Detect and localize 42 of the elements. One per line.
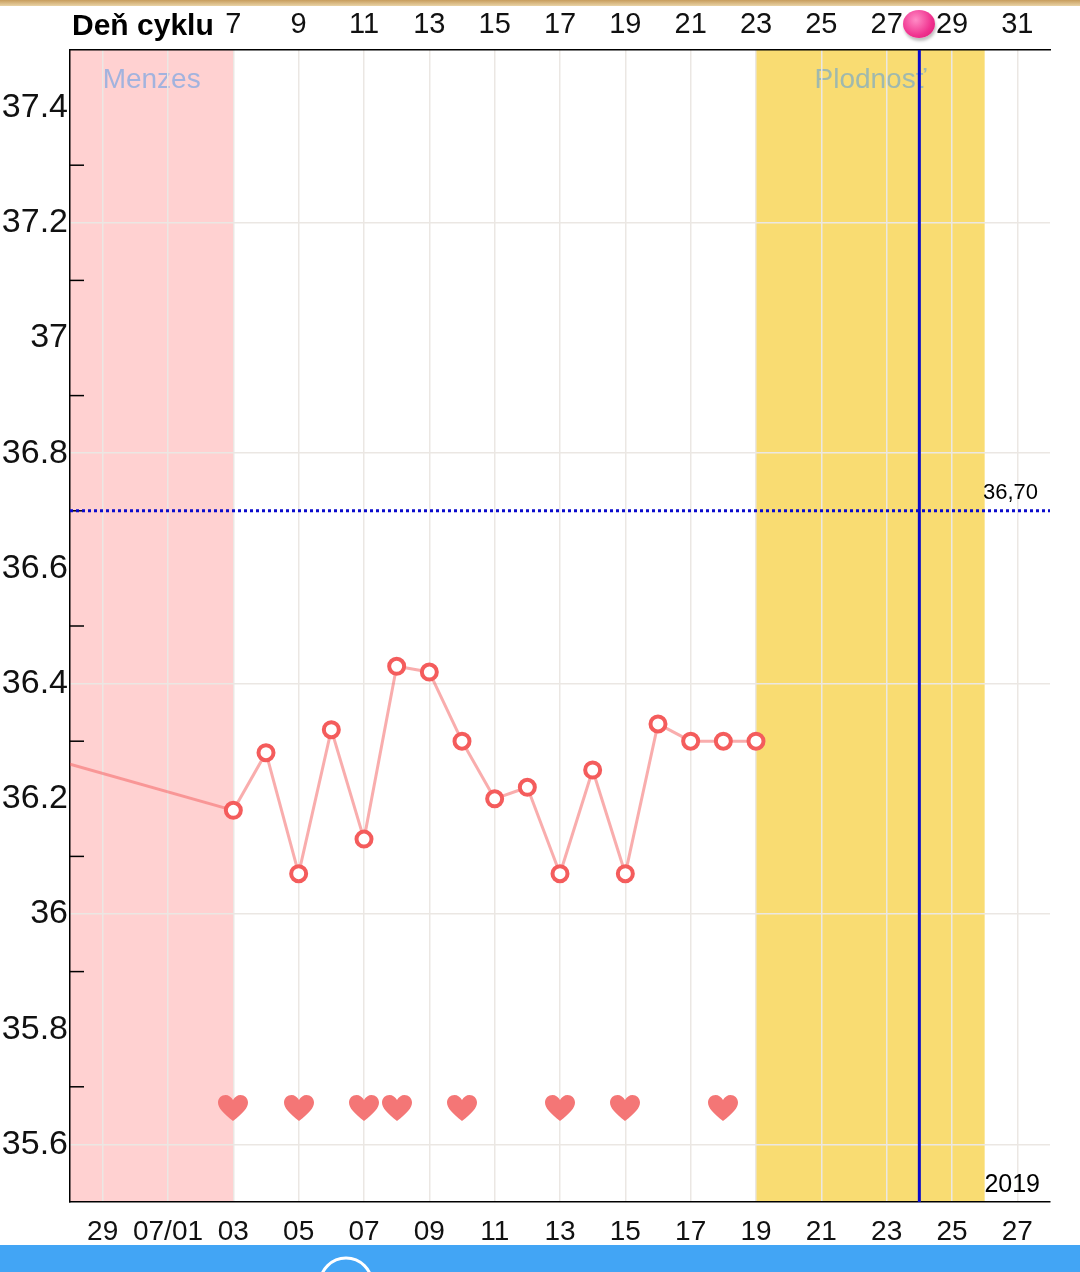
y-tick-label: 36 <box>30 892 68 931</box>
x-tick-label: 23 <box>871 1214 903 1246</box>
x2-tick-label: 7 <box>225 6 242 39</box>
y-tick-label: 36.6 <box>1 546 68 585</box>
x2-tick-label: 21 <box>674 6 707 39</box>
y-tick-label: 36.8 <box>1 431 68 470</box>
x2-tick-label: 17 <box>543 6 577 39</box>
y-tick-label: 36.4 <box>1 661 68 700</box>
x-tick-label: 29 <box>87 1214 119 1246</box>
ref-line-label: 36,70 <box>982 478 1038 504</box>
x2-tick-label: 25 <box>805 6 838 39</box>
x2-tick-label: 27 <box>870 6 903 39</box>
band-label: Menzes <box>102 62 201 94</box>
y-tick-label: 35.8 <box>1 1007 68 1046</box>
x-tick-label: 21 <box>805 1214 837 1246</box>
y-tick-label: 35.6 <box>1 1122 68 1161</box>
x2-tick-label: 15 <box>478 6 511 39</box>
x-tick-label: 03 <box>217 1214 249 1246</box>
x2-axis-title: Deň cyklu <box>72 8 214 42</box>
x2-tick-label: 11 <box>348 6 380 39</box>
x2-tick-label: 29 <box>935 6 969 39</box>
x-tick-label: 19 <box>740 1214 772 1246</box>
x2-tick-label: 13 <box>413 6 446 39</box>
x-tick-label: 13 <box>544 1214 576 1246</box>
x2-tick-label: 31 <box>1001 6 1034 39</box>
x-tick-label: 09 <box>413 1214 445 1246</box>
x-tick-label: 11 <box>480 1214 510 1246</box>
x-tick-label: 17 <box>675 1214 707 1246</box>
x-tick-label: 07/01 <box>132 1214 204 1246</box>
y-tick-label: 37.2 <box>1 201 68 240</box>
annotation: 2019 <box>984 1169 1040 1198</box>
x2-tick-label: 9 <box>290 6 307 39</box>
x-tick-label: 07 <box>348 1214 380 1246</box>
x2-tick-label: 23 <box>739 6 773 39</box>
y-tick-label: 36.2 <box>1 777 68 816</box>
x-tick-label: 05 <box>283 1214 315 1246</box>
y-tick-label: 37.4 <box>1 85 68 124</box>
x-tick-label: 25 <box>936 1214 968 1246</box>
x-tick-label: 27 <box>1001 1214 1033 1246</box>
x-tick-label: 15 <box>609 1214 641 1246</box>
x2-tick-label: 19 <box>609 6 642 39</box>
y-tick-label: 37 <box>30 316 68 355</box>
